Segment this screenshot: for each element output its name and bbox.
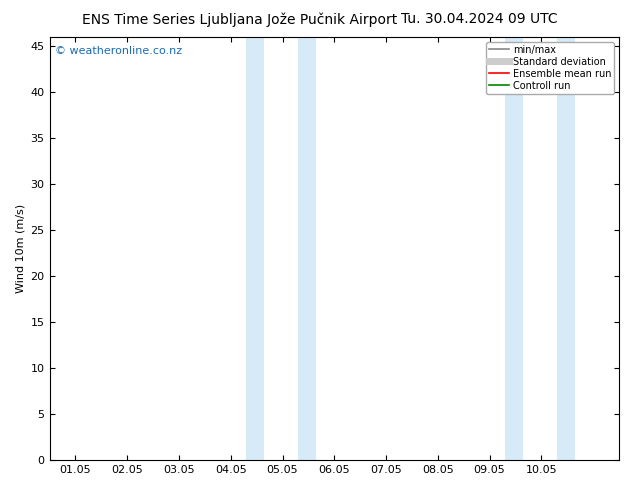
Y-axis label: Wind 10m (m/s): Wind 10m (m/s) — [15, 204, 25, 293]
Text: ENS Time Series Ljubljana Jože Pučnik Airport: ENS Time Series Ljubljana Jože Pučnik Ai… — [82, 12, 398, 27]
Text: © weatheronline.co.nz: © weatheronline.co.nz — [55, 46, 183, 55]
Text: Tu. 30.04.2024 09 UTC: Tu. 30.04.2024 09 UTC — [401, 12, 558, 26]
Bar — [298, 37, 316, 460]
Legend: min/max, Standard deviation, Ensemble mean run, Controll run: min/max, Standard deviation, Ensemble me… — [486, 42, 614, 94]
Bar — [246, 37, 264, 460]
Bar — [505, 37, 523, 460]
Bar — [557, 37, 575, 460]
